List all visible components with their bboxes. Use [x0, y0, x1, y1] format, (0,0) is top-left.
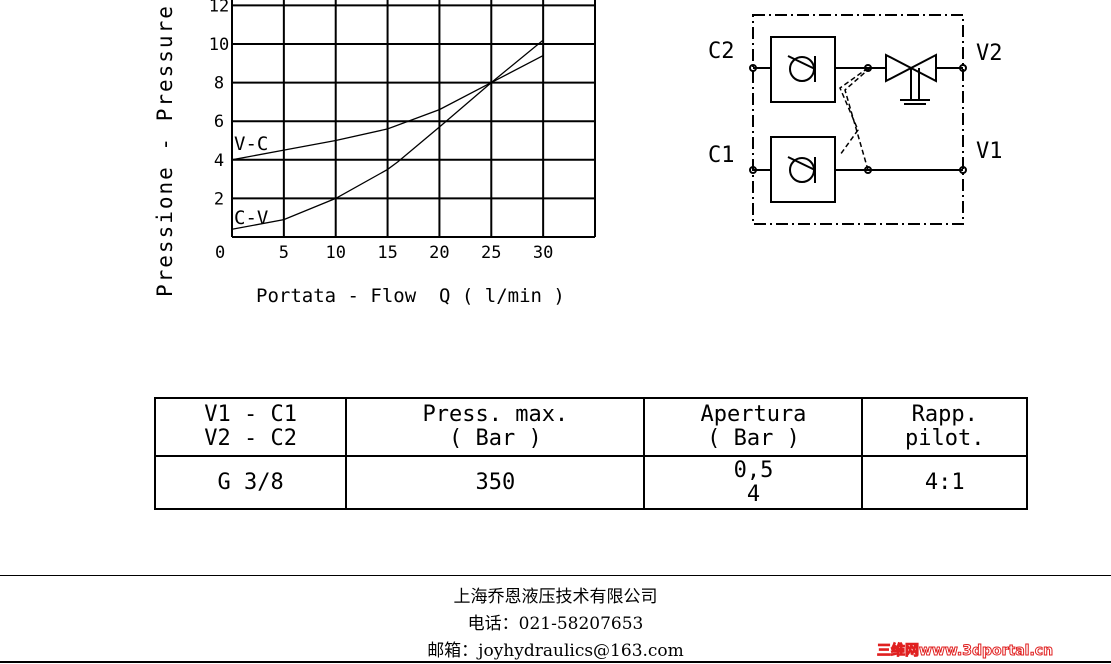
cell-pressure-max: 350 — [345, 455, 646, 510]
x-tick-label: 25 — [481, 243, 501, 263]
x-tick-label: 10 — [325, 243, 345, 263]
port-v1-label: V1 — [976, 139, 1003, 164]
chart-grid — [231, 0, 596, 238]
cell-pilot-ratio: 4:1 — [861, 455, 1028, 510]
cell-port-size: G 3/8 — [153, 455, 348, 510]
bottom-border — [0, 661, 1111, 663]
valve-boundary — [752, 14, 964, 225]
company-email: 邮箱：joyhydraulics@163.com — [427, 641, 684, 661]
check-valve-lower-icon — [770, 136, 836, 203]
series-label-c-v: C-V — [234, 207, 268, 229]
header-ports: V1 - C1 V2 - C2 — [153, 397, 348, 457]
y-tick-label: 2 — [214, 189, 224, 209]
x-axis-label: Portata - Flow Q ( l/min ) — [256, 285, 565, 307]
header-pressure-max: Press. max.( Bar ) — [345, 397, 646, 457]
header-pilot-ratio: Rapp. pilot. — [861, 397, 1028, 457]
y-axis-label: Pressione - Pressure Δ — [153, 0, 177, 297]
company-name: 上海乔恩液压技术有限公司 — [453, 587, 658, 607]
footer-divider — [0, 575, 1111, 576]
y-tick-label: 10 — [209, 35, 229, 55]
table-header-row: V1 - C1 V2 - C2 Press. max.( Bar ) Apertu… — [153, 397, 1028, 457]
y-tick-label: 6 — [214, 112, 224, 132]
pressure-flow-chart: 0 5 10 15 20 25 30 2 4 6 8 10 12 Pressione - Pressur… — [153, 0, 596, 307]
check-valve-upper-icon — [770, 36, 836, 103]
cell-apertura: 0,5 4 — [643, 455, 864, 510]
y-tick-label: 4 — [214, 151, 224, 171]
x-tick-label: 15 — [377, 243, 397, 263]
port-c2-label: C2 — [708, 39, 735, 64]
company-phone: 电话：021-58207653 — [467, 614, 644, 634]
x-tick-label: 30 — [533, 243, 553, 263]
y-tick-label: 12 — [209, 0, 229, 16]
x-tick-label: 0 — [215, 243, 225, 263]
table-row: G 3/8 350 0,5 4 4:1 — [153, 455, 1028, 510]
y-tick-label: 8 — [214, 74, 224, 94]
port-v2-label: V2 — [976, 41, 1003, 66]
port-c1-label: C1 — [708, 143, 735, 168]
x-tick-label: 5 — [279, 243, 289, 263]
header-apertura: Apertura( Bar ) — [643, 397, 864, 457]
series-label-v-c: V-C — [234, 133, 268, 155]
series-line-c-v — [231, 39, 544, 230]
watermark: 三维网www.3dportal.cn — [876, 643, 1054, 660]
spec-table: V1 - C1 V2 - C2 Press. max.( Bar ) Apertu… — [153, 397, 1028, 510]
circuit-diagram: C2 C1 V2 V1 — [708, 14, 1003, 225]
x-tick-label: 20 — [429, 243, 449, 263]
